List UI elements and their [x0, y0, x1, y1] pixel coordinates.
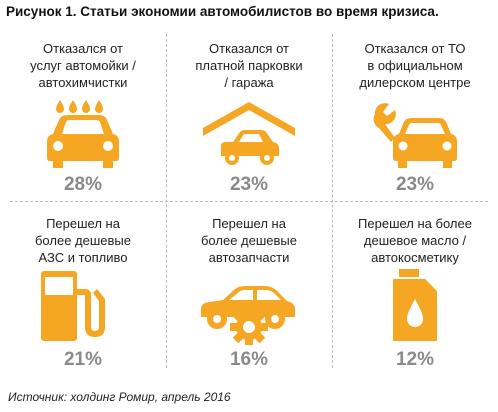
stat-value: 21%	[63, 349, 103, 370]
car-service-icon	[373, 103, 457, 168]
stat-cell-dealer-service: Отказался от ТО в официальном дилерском …	[332, 26, 498, 201]
garage-icon	[203, 102, 295, 165]
chart-title: Рисунок 1. Статьи экономии автомобилисто…	[6, 4, 439, 19]
car-wash-icon	[47, 100, 119, 168]
oil-canister-icon	[393, 269, 437, 341]
stat-cell-garage: Отказался от платной парковки / гаража 2…	[166, 26, 332, 201]
stat-cell-fuel: Перешел на более дешевые АЗС и топливо 2…	[0, 201, 166, 376]
stat-cell-car-wash: Отказался от услуг автомойки / автохимчи…	[0, 26, 166, 201]
stat-label: Отказался от услуг автомойки / автохимчи…	[30, 41, 136, 90]
car-parts-icon	[201, 286, 295, 345]
stat-label: Перешел на более дешевые АЗС и топливо	[34, 216, 131, 265]
stat-value: 23%	[395, 174, 435, 195]
stat-cell-car-parts: Перешел на более дешевые автозапчасти	[166, 201, 332, 376]
fuel-pump-icon	[41, 271, 105, 341]
stat-value: 16%	[229, 349, 269, 370]
stat-cell-oil: Перешел на более дешевое масло / автокос…	[332, 201, 498, 376]
stat-value: 23%	[229, 174, 269, 195]
stat-label: Отказался от платной парковки / гаража	[195, 41, 303, 90]
stat-label: Перешел на более дешевые автозапчасти	[200, 216, 297, 265]
stat-value: 28%	[63, 174, 103, 195]
stat-label: Перешел на более дешевое масло / автокос…	[358, 216, 472, 265]
divider-horizontal	[10, 201, 488, 202]
stat-label: Отказался от ТО в официальном дилерском …	[359, 41, 471, 90]
source-note: Источник: холдинг Ромир, апрель 2016	[8, 390, 231, 404]
infographic-grid: Отказался от услуг автомойки / автохимчи…	[0, 26, 498, 376]
stat-value: 12%	[395, 349, 435, 370]
